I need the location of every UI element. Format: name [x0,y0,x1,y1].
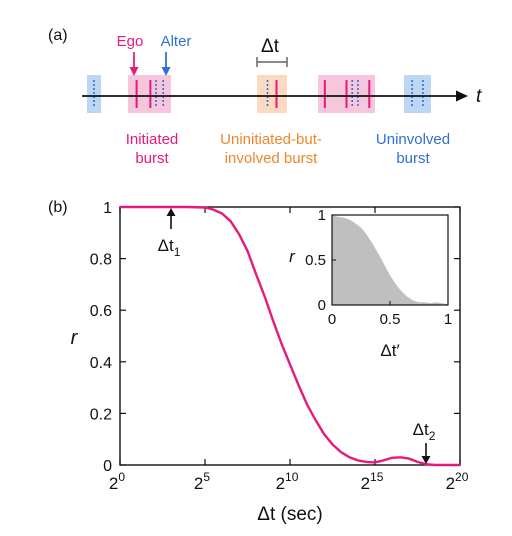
main-y-axis-label: r [71,327,79,349]
main-x-tick-label: 220 [446,470,469,493]
time-axis-arrowhead [456,90,468,102]
main-series-line [120,205,460,467]
delta-t-label: Δt [261,36,280,57]
inset-y-tick-label: 1 [318,207,326,224]
main-x-ticks: 20 25 210 215 220 [109,207,469,493]
main-y-ticks: 0 0.2 0.4 0.6 0.8 1 [90,200,460,475]
panel-a: (a) t Ego Alter Δt Initiated burst Unini… [48,27,482,167]
main-x-tick-label: 20 [109,470,125,493]
inset-series-area [332,215,448,305]
inset-x-tick-label: 1 [444,311,452,328]
panel-b: (b) 0 0.2 0.4 0.6 0.8 1 20 25 210 215 220 Δt1 Δt2 … [48,199,469,525]
initiated-burst-label-line2: burst [135,150,169,167]
initiated-burst-label-line1: Initiated [126,131,179,148]
uninvolved-burst-label-line2: burst [396,150,430,167]
inset-y-tick-label: 0.5 [305,252,326,269]
burst-box-uninit [257,75,287,113]
time-axis-label: t [476,86,482,107]
inset-x-tick-label: 0 [328,311,336,328]
inset-y-ticks: 00.51 [305,207,336,314]
panel-a-label: (a) [48,27,68,44]
inset-y-axis-label: r [289,247,296,266]
inset-x-axis-label: Δt′ [380,341,399,360]
panel-b-label: (b) [48,199,68,216]
inset-x-ticks: 0 0.5 1 [328,301,452,328]
main-y-tick-label: 0.8 [90,252,112,269]
main-y-tick-label: 0.4 [90,355,112,372]
main-x-tick-label: 215 [361,470,384,493]
ego-label: Ego [117,33,144,50]
burst-box-uninvolved [404,75,431,113]
annotation-label: Δt2 [413,420,436,443]
burst-boxes [87,75,431,113]
main-x-axis-label: Δt (sec) [257,504,322,525]
main-annotations: Δt1 Δt2 [158,208,436,464]
main-y-tick-label: 0 [103,458,112,475]
uninvolved-burst-label-line1: Uninvolved [376,131,450,148]
main-x-tick-label: 25 [194,470,210,493]
inset-chart: 00.51 0 0.5 1 r Δt′ [289,207,452,360]
alter-arrowhead [161,67,171,76]
main-chart: 0 0.2 0.4 0.6 0.8 1 20 25 210 215 220 Δt1 Δt2 r Δt… [71,200,469,525]
annotation-label: Δt1 [158,236,181,259]
annotation-arrowhead [166,208,176,216]
main-y-tick-label: 0.2 [90,406,112,423]
main-y-tick-label: 0.6 [90,303,112,320]
main-y-tick-label: 1 [103,200,112,217]
main-x-tick-label: 210 [276,470,299,493]
ego-arrowhead [129,67,139,76]
alter-label: Alter [161,33,192,50]
inset-y-tick-label: 0 [318,297,326,314]
uninit-burst-label-line1: Uninitiated-but- [220,131,322,148]
annotation-arrowhead [421,456,431,464]
inset-x-tick-label: 0.5 [380,311,401,328]
uninit-burst-label-line2: involved burst [225,150,318,167]
